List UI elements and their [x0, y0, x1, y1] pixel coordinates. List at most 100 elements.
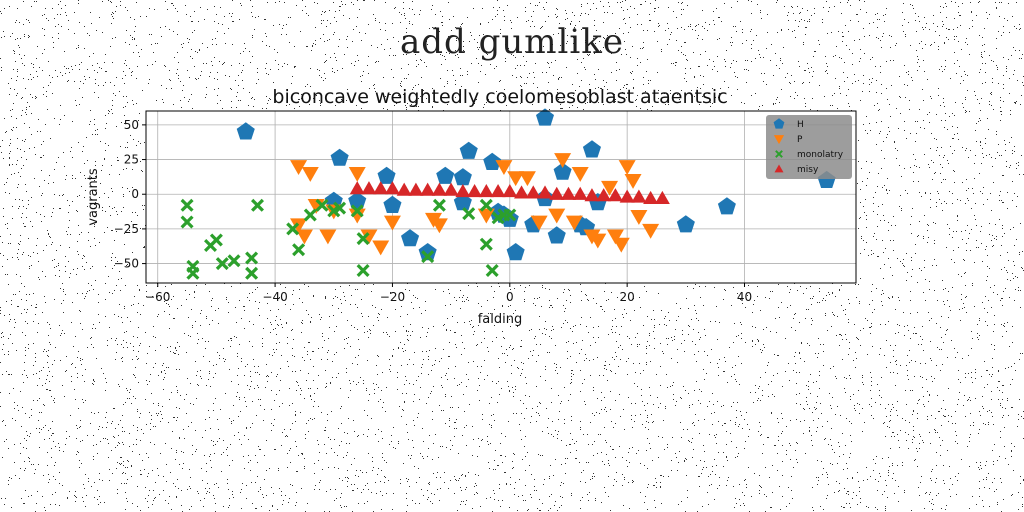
- data-point: [624, 173, 642, 189]
- legend-label: P: [797, 135, 803, 145]
- legend-box: [766, 115, 852, 179]
- data-point: [303, 208, 317, 222]
- data-point: [485, 264, 499, 277]
- legend-label: misy: [797, 165, 819, 175]
- data-point: [630, 210, 648, 225]
- data-point: [420, 182, 436, 196]
- data-point: [430, 218, 448, 234]
- data-point: [619, 189, 635, 203]
- data-point: [186, 266, 200, 280]
- data-point: [596, 188, 612, 202]
- data-point: [618, 160, 636, 175]
- data-point: [479, 198, 493, 212]
- data-point: [421, 250, 435, 264]
- data-point: [507, 171, 525, 187]
- data-point: [549, 186, 565, 200]
- grid: [146, 111, 856, 283]
- data-point: [459, 141, 478, 159]
- y-tick-label: −25: [114, 222, 139, 236]
- data-point: [537, 185, 553, 199]
- data-point: [319, 229, 337, 245]
- series-p: [290, 153, 660, 256]
- data-point: [396, 182, 412, 196]
- data-point: [333, 201, 347, 215]
- x-axis-label: falding: [478, 312, 523, 327]
- legend-label: H: [797, 120, 804, 130]
- data-point: [479, 237, 493, 251]
- series-misy: [349, 181, 670, 205]
- data-point: [584, 188, 600, 202]
- data-point: [361, 181, 377, 195]
- data-point: [401, 229, 420, 247]
- x-tick-label: −40: [262, 290, 287, 304]
- x-tick-label: 0: [506, 290, 514, 304]
- x-tick-label: −60: [145, 290, 170, 304]
- y-tick-label: 0: [131, 187, 139, 201]
- data-point: [290, 218, 308, 234]
- data-point: [436, 166, 455, 184]
- data-point: [547, 226, 566, 244]
- data-point: [455, 183, 471, 198]
- legend-marker: [773, 118, 785, 129]
- data-point: [209, 233, 223, 247]
- legend-marker: [774, 164, 784, 173]
- x-tick-label: 40: [737, 290, 752, 304]
- data-point: [286, 222, 300, 236]
- legend-marker: [775, 150, 783, 158]
- data-point: [295, 229, 313, 245]
- y-axis-label: vagrants: [86, 168, 101, 226]
- data-point: [495, 160, 513, 175]
- data-point: [377, 166, 396, 184]
- data-point: [530, 215, 548, 231]
- data-point: [443, 182, 459, 196]
- data-point: [606, 229, 624, 245]
- axes-frame: [145, 110, 857, 284]
- data-point: [292, 243, 306, 257]
- data-point: [571, 167, 589, 182]
- data-point: [717, 197, 736, 215]
- data-point: [384, 181, 400, 195]
- series-monolatry: [180, 198, 517, 280]
- data-point: [601, 180, 619, 196]
- data-point: [383, 215, 401, 231]
- data-point: [612, 237, 630, 253]
- data-point: [383, 195, 402, 213]
- data-point: [477, 208, 495, 224]
- data-point: [483, 152, 502, 170]
- data-point: [548, 208, 566, 224]
- y-tick-label: −50: [114, 257, 139, 271]
- data-point: [180, 198, 194, 212]
- data-point: [348, 167, 366, 182]
- data-point: [503, 208, 517, 222]
- data-point: [654, 190, 670, 205]
- data-point: [356, 264, 370, 277]
- data-point: [518, 171, 536, 187]
- data-point: [290, 160, 308, 175]
- data-point: [251, 198, 264, 212]
- data-point: [301, 167, 319, 182]
- data-point: [356, 232, 370, 246]
- data-point: [360, 229, 378, 245]
- data-point: [215, 257, 229, 271]
- data-point: [572, 186, 588, 200]
- axis-ticks: −60 −40 −20 0 20 40 −50 −25 0 25 50: [114, 118, 752, 304]
- data-point: [553, 162, 572, 180]
- data-point: [431, 182, 447, 196]
- data-point: [643, 190, 659, 205]
- data-point: [642, 223, 660, 239]
- data-point: [536, 108, 554, 126]
- y-tick-label: 25: [124, 153, 139, 167]
- data-point: [565, 215, 583, 231]
- data-point: [631, 189, 647, 203]
- data-point: [554, 153, 572, 169]
- data-point: [514, 185, 530, 199]
- data-point: [373, 181, 389, 195]
- data-point: [525, 185, 541, 199]
- data-point: [245, 266, 259, 280]
- x-tick-label: 20: [620, 290, 635, 304]
- y-tick-label: 50: [124, 118, 139, 132]
